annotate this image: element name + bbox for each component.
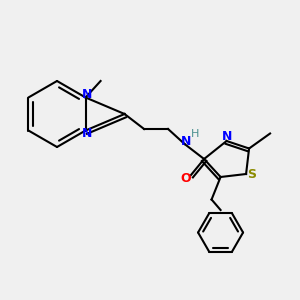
Text: N: N [221, 130, 232, 143]
Text: N: N [82, 88, 92, 101]
Text: S: S [248, 167, 256, 181]
Text: O: O [181, 172, 191, 185]
Text: H: H [191, 128, 199, 139]
Text: N: N [181, 134, 191, 148]
Text: N: N [82, 127, 92, 140]
